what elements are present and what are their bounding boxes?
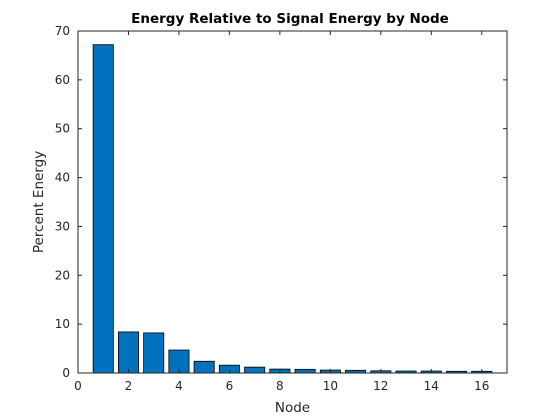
bar-node-3 [143, 332, 165, 374]
x-tick-label: 2 [125, 379, 133, 393]
x-tick-label: 0 [74, 379, 82, 393]
y-axis-ticks: 0 10 20 30 40 50 60 70 [55, 24, 507, 380]
x-tick-label: 16 [474, 379, 489, 393]
bar-node-9 [294, 368, 316, 374]
axes-box [77, 30, 508, 374]
y-tick-label: 60 [55, 73, 70, 87]
y-axis-label: Percent Energy [31, 151, 47, 253]
x-axis-ticks: 0 2 4 6 8 10 12 14 16 [74, 31, 489, 393]
bar-node-7 [244, 366, 266, 374]
bar-node-2 [117, 331, 139, 374]
chart-title: Energy Relative to Signal Energy by Node [131, 11, 449, 27]
y-tick-label: 0 [62, 366, 70, 380]
y-tick-label: 10 [55, 317, 70, 331]
x-axis-label: Node [275, 400, 310, 416]
bar-node-5 [193, 360, 215, 374]
x-tick-label: 4 [175, 379, 183, 393]
y-tick-label: 20 [55, 268, 70, 282]
x-tick-label: 8 [276, 379, 284, 393]
y-tick-label: 30 [55, 219, 70, 233]
x-tick-label: 12 [373, 379, 388, 393]
y-tick-label: 70 [55, 24, 70, 38]
x-tick-label: 10 [323, 379, 338, 393]
bar-node-1 [92, 44, 114, 374]
y-tick-label: 40 [55, 171, 70, 185]
plot-area [78, 31, 507, 373]
y-tick-label: 50 [55, 122, 70, 136]
x-tick-label: 14 [424, 379, 439, 393]
x-tick-label: 6 [226, 379, 234, 393]
